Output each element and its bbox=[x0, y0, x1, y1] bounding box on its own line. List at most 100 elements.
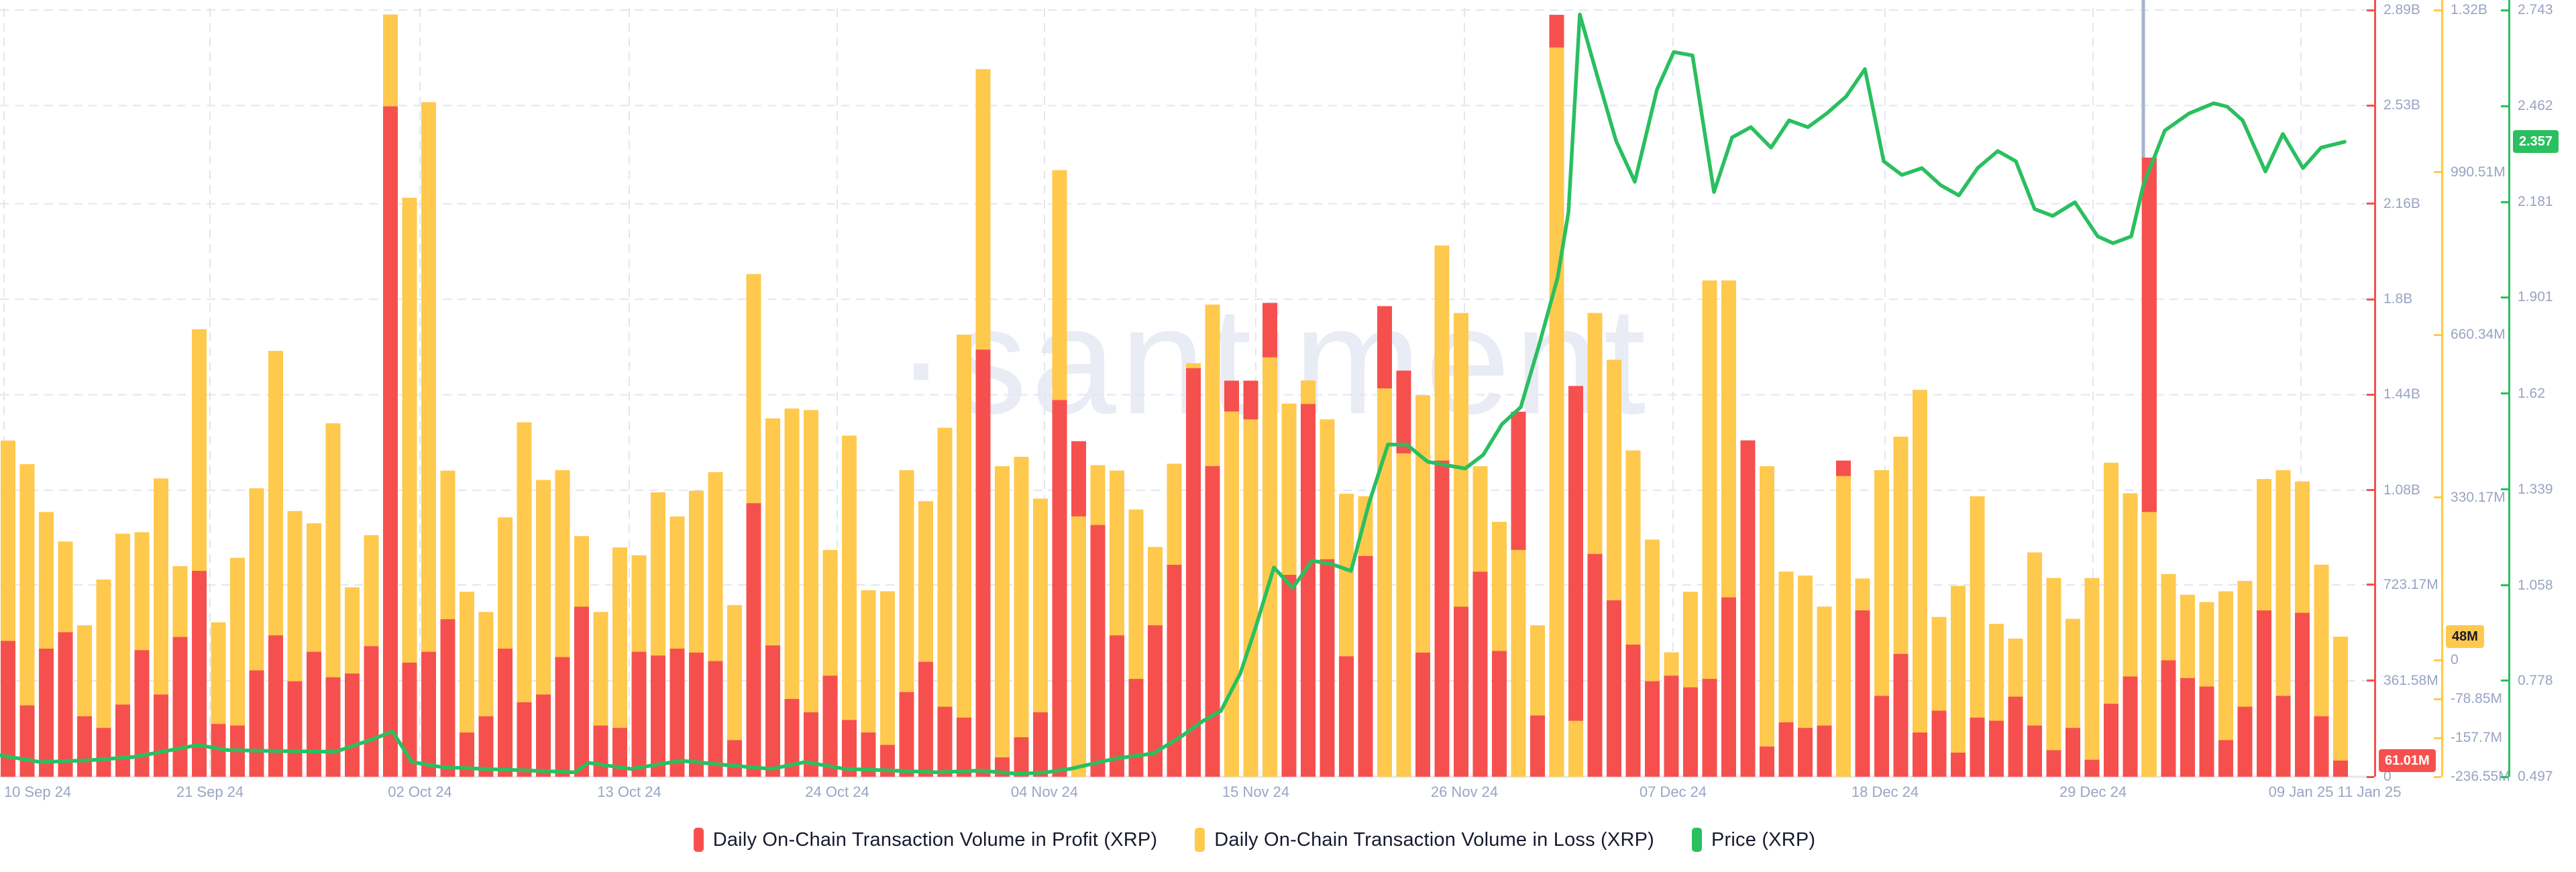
green-axis-tickmark bbox=[2501, 488, 2508, 490]
green-axis-tickmark bbox=[2501, 296, 2508, 298]
profit-volume-bar bbox=[1, 641, 15, 777]
red-axis-tick-label: 2.16B bbox=[2383, 195, 2420, 211]
green-axis-tickmark bbox=[2501, 201, 2508, 203]
legend-item-price[interactable]: Price (XRP) bbox=[1692, 828, 1815, 852]
red-axis-tickmark bbox=[2367, 104, 2374, 107]
profit-volume-bar bbox=[96, 728, 111, 777]
profit-volume-bar bbox=[517, 702, 532, 777]
green-axis-tickmark bbox=[2501, 775, 2508, 778]
profit-volume-bar bbox=[1128, 679, 1144, 777]
profit-volume-bar bbox=[1110, 635, 1124, 777]
profit-volume-bar bbox=[1568, 386, 1583, 777]
profit-volume-bar bbox=[1320, 559, 1335, 777]
legend: Daily On-Chain Transaction Volume in Pro… bbox=[0, 828, 2509, 852]
profit-volume-bar bbox=[593, 725, 608, 777]
chart-canvas[interactable] bbox=[0, 0, 2375, 782]
red-axis-tickmark bbox=[2367, 203, 2374, 205]
yellow-axis-tick-label: 330.17M bbox=[2451, 489, 2506, 505]
profit-volume-bar bbox=[1683, 687, 1698, 777]
red-axis-tickmark bbox=[2367, 489, 2374, 492]
red-axis-tick-label: 0 bbox=[2383, 769, 2392, 784]
profit-volume-bar bbox=[765, 645, 780, 777]
red-axis-tickmark bbox=[2367, 393, 2374, 396]
profit-volume-bar bbox=[1454, 606, 1468, 777]
loss-series-swatch-icon bbox=[1195, 828, 1205, 852]
profit-volume-bar bbox=[498, 649, 513, 777]
profit-volume-bar bbox=[2161, 660, 2176, 777]
profit-volume-bar bbox=[115, 704, 130, 777]
profit-volume-bar bbox=[669, 649, 685, 777]
profit-volume-bar bbox=[2257, 610, 2271, 777]
yellow-axis-tick-label: 660.34M bbox=[2451, 327, 2506, 343]
profit-volume-bar bbox=[460, 732, 474, 777]
loss-volume-bar bbox=[880, 591, 895, 777]
red-axis-line bbox=[2374, 0, 2376, 777]
red-axis-tick-label: 723.17M bbox=[2383, 576, 2438, 592]
profit-volume-bar bbox=[1472, 571, 1488, 777]
chart-plot-area[interactable] bbox=[0, 0, 2375, 782]
profit-volume-bar bbox=[1970, 717, 1985, 777]
profit-volume-bar bbox=[1587, 553, 1603, 777]
loss-volume-bar bbox=[1568, 720, 1583, 777]
x-axis-date-label: 07 Dec 24 bbox=[1639, 783, 1707, 800]
profit-volume-bar bbox=[2295, 612, 2310, 777]
red-axis-tick-label: 1.44B bbox=[2383, 386, 2420, 402]
profit-volume-bar bbox=[287, 681, 303, 777]
red-axis-tick-label: 1.08B bbox=[2383, 482, 2420, 498]
profit-volume-bar bbox=[651, 655, 665, 777]
legend-item-profit-volume[interactable]: Daily On-Chain Transaction Volume in Pro… bbox=[693, 828, 1158, 852]
profit-volume-bar bbox=[2027, 725, 2042, 777]
profit-volume-bar bbox=[307, 651, 321, 777]
green-axis-tick-label: 2.462 bbox=[2518, 98, 2553, 113]
green-axis-tickmark bbox=[2501, 392, 2508, 394]
red-axis-tickmark bbox=[2367, 9, 2374, 11]
green-axis-tick-label: 1.901 bbox=[2518, 289, 2553, 305]
loss-volume-bar bbox=[402, 197, 417, 777]
profit-volume-bar bbox=[268, 635, 283, 777]
profit-volume-bar bbox=[2008, 696, 2023, 777]
profit-volume-bar bbox=[172, 637, 188, 777]
legend-item-loss-volume[interactable]: Daily On-Chain Transaction Volume in Los… bbox=[1195, 828, 1654, 852]
profit-volume-bar bbox=[39, 649, 54, 777]
profit-volume-bar bbox=[478, 716, 494, 777]
profit-volume-bar bbox=[1281, 575, 1297, 777]
yellow-axis-tick-label: 0 bbox=[2451, 652, 2459, 668]
profit-volume-bar bbox=[1205, 466, 1220, 777]
profit-volume-bar bbox=[555, 657, 570, 777]
profit-volume-bar bbox=[1052, 400, 1067, 777]
green-axis-tick-label: 1.62 bbox=[2518, 385, 2545, 401]
profit-volume-bar bbox=[249, 670, 264, 777]
loss-volume-bar bbox=[2333, 637, 2348, 777]
loss-volume-bar bbox=[1702, 280, 1717, 777]
x-axis-date-label: 29 Dec 24 bbox=[2059, 783, 2127, 800]
profit-volume-bar bbox=[1033, 712, 1048, 777]
green-axis-tick-label: 1.339 bbox=[2518, 481, 2553, 497]
red-axis-badge: 61.01M bbox=[2379, 749, 2436, 772]
legend-label: Daily On-Chain Transaction Volume in Los… bbox=[1214, 828, 1654, 851]
loss-volume-bar bbox=[1014, 457, 1029, 777]
profit-volume-bar bbox=[1301, 404, 1316, 777]
red-axis-tickmark bbox=[2367, 584, 2374, 586]
profit-volume-bar bbox=[1798, 728, 1813, 777]
green-axis-badge: 2.357 bbox=[2513, 130, 2559, 154]
profit-volume-bar bbox=[1148, 625, 1163, 777]
profit-volume-bar bbox=[1989, 720, 2004, 777]
profit-volume-bar bbox=[708, 661, 723, 777]
loss-volume-bar bbox=[995, 466, 1010, 777]
profit-volume-bar bbox=[2314, 716, 2329, 777]
loss-volume-bar bbox=[1913, 390, 1927, 777]
loss-volume-bar bbox=[2142, 512, 2157, 777]
x-axis-date-label: 15 Nov 24 bbox=[1222, 783, 1290, 800]
green-axis-line bbox=[2508, 0, 2510, 777]
profit-volume-bar bbox=[383, 106, 398, 777]
loss-volume-bar bbox=[1549, 47, 1564, 777]
yellow-axis-tickmark bbox=[2434, 659, 2441, 661]
green-axis-tickmark bbox=[2501, 679, 2508, 682]
loss-volume-bar bbox=[727, 605, 742, 777]
red-axis-tick-label: 2.89B bbox=[2383, 2, 2420, 17]
x-axis-date-labels: 10 Sep 24 21 Sep 24 02 Oct 24 13 Oct 24 24 O… bbox=[0, 783, 2415, 804]
yellow-axis-tickmark bbox=[2434, 737, 2441, 739]
loss-volume-bar bbox=[861, 590, 876, 777]
green-axis-tickmark bbox=[2501, 584, 2508, 586]
